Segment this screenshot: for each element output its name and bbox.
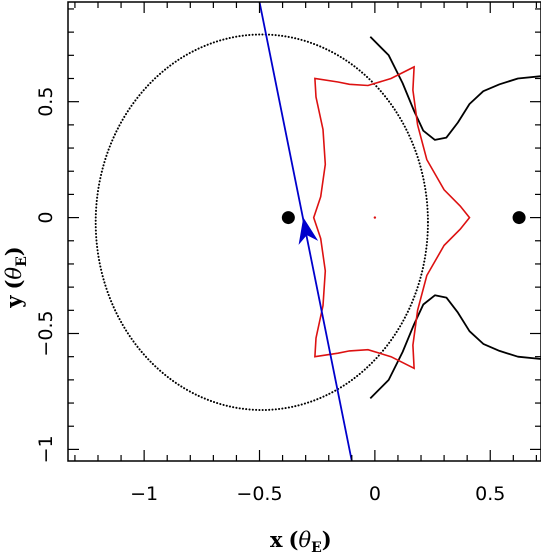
y-tick-label: −0.5 <box>35 310 57 356</box>
center-marker <box>373 216 377 219</box>
lens-point-1 <box>281 211 295 225</box>
y-tick-label: 0 <box>35 212 57 224</box>
critical-curve-circle <box>94 33 429 411</box>
trajectory-arrow-head <box>298 217 319 245</box>
lens-point-2 <box>512 211 526 225</box>
axis-ticks <box>68 2 541 461</box>
x-tick-label: 0.5 <box>475 483 505 505</box>
y-tick-label: 0.5 <box>35 87 57 117</box>
x-tick-label: 0 <box>369 483 381 505</box>
y-axis-label-main: y <box>1 295 26 309</box>
x-axis-label: x (θE) <box>270 527 332 555</box>
plot-frame <box>67 1 541 462</box>
y-axis-unit-sub: E <box>14 256 30 267</box>
y-axis-unit-symbol: θ <box>2 267 26 280</box>
critical-curve-upper-branch <box>369 36 541 141</box>
critical-curve-lower-branch <box>369 294 541 400</box>
tick-labels: −1 −0.5 0 0.5 −1 −0.5 0 0.5 <box>35 87 505 505</box>
y-tick-label: −1 <box>35 435 57 463</box>
x-axis-unit-sub: E <box>311 540 322 555</box>
x-tick-label: −0.5 <box>236 483 282 505</box>
plot-area <box>94 2 541 461</box>
x-axis-unit-symbol: θ <box>298 528 311 552</box>
x-tick-label: −1 <box>130 483 158 505</box>
y-axis-label: y(θE) <box>1 246 30 308</box>
caustic-curve <box>312 65 471 370</box>
x-axis-label-main: x <box>270 527 283 552</box>
